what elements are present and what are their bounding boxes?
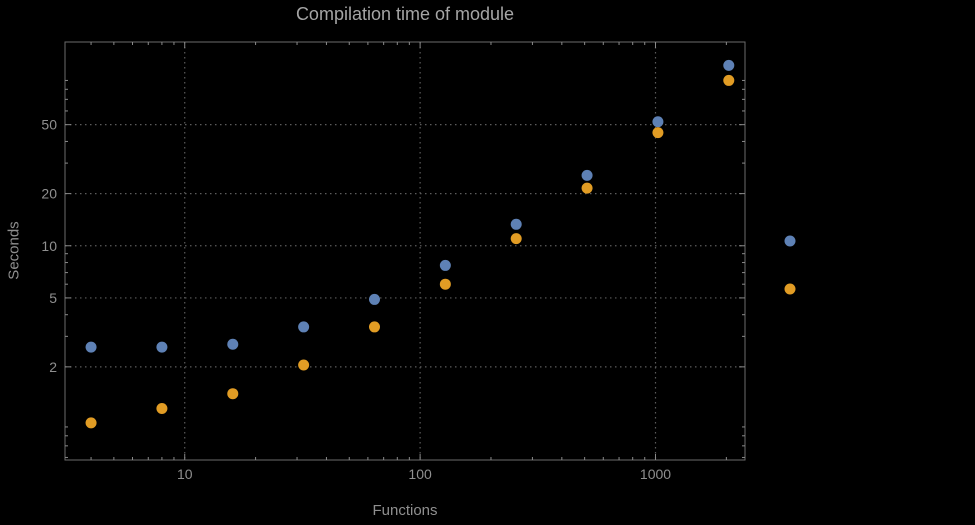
y-tick-label: 2 (49, 359, 57, 375)
data-point (227, 338, 239, 350)
y-tick-label: 10 (41, 238, 57, 254)
y-tick-label: 50 (41, 117, 57, 133)
data-point (156, 402, 168, 414)
data-point (439, 278, 451, 290)
plot-frame (64, 41, 746, 461)
data-point (298, 321, 310, 333)
data-point (510, 233, 522, 245)
x-axis-label: Functions (372, 502, 438, 519)
data-point (723, 74, 735, 86)
data-point (156, 341, 168, 353)
data-point (85, 417, 97, 429)
data-point (652, 116, 664, 128)
x-tick-label: 100 (408, 466, 432, 482)
legend-marker (784, 235, 796, 247)
y-tick-label: 5 (49, 290, 57, 306)
data-point (510, 218, 522, 230)
data-point (368, 321, 380, 333)
data-point (723, 59, 735, 71)
x-tick-label: 1000 (640, 466, 671, 482)
chart-title: Compilation time of module (295, 4, 515, 24)
y-tick-label: 20 (41, 186, 57, 202)
data-point (652, 127, 664, 139)
data-point (85, 341, 97, 353)
data-point (581, 169, 593, 181)
data-point (368, 293, 380, 305)
legend-marker (784, 283, 796, 295)
y-axis-label: Seconds (5, 221, 23, 280)
data-point (227, 388, 239, 400)
data-point (298, 359, 310, 371)
data-point (581, 182, 593, 194)
x-tick-label: 10 (177, 466, 193, 482)
data-point (439, 259, 451, 271)
